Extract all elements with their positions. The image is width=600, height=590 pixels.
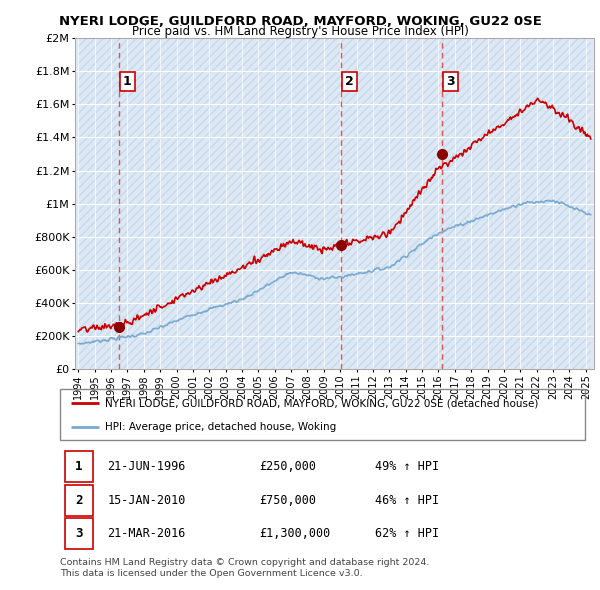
Text: 3: 3	[75, 526, 83, 540]
Text: Price paid vs. HM Land Registry's House Price Index (HPI): Price paid vs. HM Land Registry's House …	[131, 25, 469, 38]
Bar	[65, 517, 92, 549]
Text: 3: 3	[446, 75, 455, 88]
Text: 15-JAN-2010: 15-JAN-2010	[107, 493, 185, 507]
Text: £250,000: £250,000	[260, 460, 317, 474]
Text: NYERI LODGE, GUILDFORD ROAD, MAYFORD, WOKING, GU22 0SE (detached house): NYERI LODGE, GUILDFORD ROAD, MAYFORD, WO…	[104, 398, 538, 408]
Text: 49% ↑ HPI: 49% ↑ HPI	[375, 460, 439, 474]
Bar	[65, 451, 92, 483]
Text: £750,000: £750,000	[260, 493, 317, 507]
Text: 2: 2	[345, 75, 354, 88]
Text: 2: 2	[75, 493, 83, 507]
Text: 21-MAR-2016: 21-MAR-2016	[107, 526, 185, 540]
Text: 62% ↑ HPI: 62% ↑ HPI	[375, 526, 439, 540]
Text: £1,300,000: £1,300,000	[260, 526, 331, 540]
Text: 1: 1	[123, 75, 131, 88]
Text: Contains HM Land Registry data © Crown copyright and database right 2024.
This d: Contains HM Land Registry data © Crown c…	[60, 558, 430, 578]
Text: 21-JUN-1996: 21-JUN-1996	[107, 460, 185, 474]
Bar	[65, 484, 92, 516]
Text: NYERI LODGE, GUILDFORD ROAD, MAYFORD, WOKING, GU22 0SE: NYERI LODGE, GUILDFORD ROAD, MAYFORD, WO…	[59, 15, 541, 28]
Text: 1: 1	[75, 460, 83, 474]
Text: HPI: Average price, detached house, Woking: HPI: Average price, detached house, Woki…	[104, 422, 336, 432]
Text: 46% ↑ HPI: 46% ↑ HPI	[375, 493, 439, 507]
